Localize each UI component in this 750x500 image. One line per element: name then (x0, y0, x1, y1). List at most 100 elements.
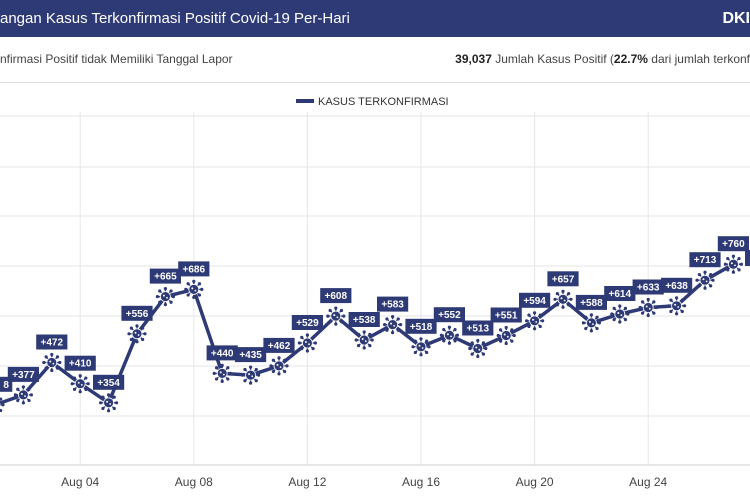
virus-icon[interactable] (695, 270, 715, 290)
data-label: +556 (121, 305, 153, 321)
virus-icon[interactable] (383, 315, 403, 335)
data-label: +518 (405, 318, 437, 334)
data-label-text: +608 (325, 291, 348, 302)
data-label: +713 (689, 252, 721, 268)
data-label-box (689, 252, 721, 268)
data-label-text: +552 (438, 310, 461, 321)
virus-icon[interactable] (70, 374, 90, 394)
virus-icon[interactable] (326, 306, 346, 326)
data-label-text: +435 (239, 350, 262, 361)
data-label-box (717, 236, 749, 252)
data-label-box (604, 286, 636, 301)
x-tick-label: Aug 04 (61, 475, 99, 489)
daily-cases-chart: KASUS TERKONFIRMASI Aug 04 Aug 08 Aug 12 Au… (0, 96, 750, 489)
data-label-text: +462 (268, 341, 291, 352)
data-label-box (178, 261, 210, 277)
data-label: +462 (263, 337, 295, 353)
data-label-text: +513 (467, 324, 490, 335)
virus-icon[interactable] (127, 324, 147, 344)
marker-group (0, 254, 743, 414)
data-label-text: +538 (353, 315, 376, 326)
chart-legend[interactable]: KASUS TERKONFIRMASI (296, 96, 449, 108)
data-label: +529 (291, 315, 323, 330)
data-label-box (93, 374, 125, 390)
virus-icon[interactable] (723, 254, 743, 274)
data-label-text: +665 (154, 272, 177, 283)
data-label: +594 (519, 292, 551, 308)
data-label: +377 (7, 366, 40, 382)
data-label-text: 8 (3, 380, 9, 391)
data-label-box (377, 296, 409, 312)
data-label-box (36, 334, 68, 350)
info-right-text: 39,037 Jumlah Kasus Positif (22.7% dari … (455, 37, 750, 82)
data-label-box (348, 312, 380, 327)
virus-icon[interactable] (638, 297, 658, 318)
data-label-box (632, 279, 664, 295)
data-label-box (462, 320, 494, 336)
virus-icon[interactable] (496, 325, 516, 346)
data-label-text: +472 (41, 338, 64, 349)
virus-icon[interactable] (468, 338, 488, 359)
virus-icon[interactable] (13, 385, 33, 405)
data-label-box (64, 355, 96, 371)
virus-icon[interactable] (212, 363, 232, 383)
virus-icon[interactable] (525, 311, 545, 331)
virus-icon[interactable] (439, 325, 459, 345)
data-label: +551 (490, 307, 522, 323)
data-label: +633 (632, 279, 664, 295)
x-tick-label: Aug 16 (402, 475, 440, 489)
data-label: +538 (348, 312, 380, 327)
virus-icon[interactable] (99, 393, 119, 413)
virus-icon[interactable] (155, 287, 175, 307)
data-label-text: +529 (296, 318, 319, 329)
virus-icon[interactable] (354, 330, 374, 350)
virus-icon[interactable] (241, 365, 261, 385)
x-tick-label: Aug 20 (516, 475, 554, 489)
virus-icon[interactable] (269, 356, 289, 376)
data-label-box (490, 307, 522, 323)
virus-icon[interactable] (184, 279, 204, 299)
brand-label: DKI (722, 10, 750, 27)
virus-icon[interactable] (297, 333, 317, 353)
data-label-text: +583 (381, 300, 404, 311)
data-label: +552 (433, 307, 465, 323)
total-positive-count: 39,037 (455, 52, 492, 66)
info-right-part-2: dari jumlah terkonf (647, 52, 750, 66)
data-label-box (291, 315, 323, 330)
data-label-box (320, 288, 352, 304)
data-label-box (433, 307, 465, 323)
data-label-box (7, 366, 40, 382)
data-label: +410 (64, 355, 96, 371)
data-label-text: +633 (637, 283, 660, 294)
virus-icon[interactable] (667, 296, 687, 316)
info-bar: nfirmasi Positif tidak Memiliki Tanggal … (0, 37, 750, 83)
page-title: angan Kasus Terkonfirmasi Positif Covid-… (0, 10, 350, 27)
data-label: +513 (462, 320, 494, 336)
data-label-text: +377 (12, 370, 35, 381)
x-tick-label: Aug 08 (175, 475, 213, 489)
virus-icon[interactable] (581, 313, 601, 333)
data-label-box (263, 337, 295, 353)
data-label: +354 (93, 374, 125, 390)
legend-label: KASUS TERKONFIRMASI (318, 96, 449, 108)
x-tick-label: Aug 12 (288, 475, 326, 489)
virus-icon[interactable] (0, 395, 5, 414)
data-label-text: +410 (69, 359, 92, 370)
data-label-box (121, 305, 153, 321)
data-label-text: +588 (580, 298, 603, 309)
data-label-box (206, 345, 238, 361)
data-label-text: +518 (410, 322, 433, 333)
data-label: +638 (661, 277, 693, 293)
virus-icon[interactable] (411, 337, 431, 357)
data-label: +614 (604, 286, 636, 301)
data-label-text: +556 (126, 309, 149, 320)
virus-icon[interactable] (42, 352, 62, 373)
data-label: +657 (547, 271, 579, 287)
data-label: +435 (235, 347, 267, 363)
virus-icon[interactable] (553, 289, 573, 309)
data-label-box (575, 294, 607, 310)
data-label-text: +614 (609, 289, 632, 300)
data-label-text: +686 (183, 264, 206, 275)
virus-icon[interactable] (610, 304, 630, 324)
